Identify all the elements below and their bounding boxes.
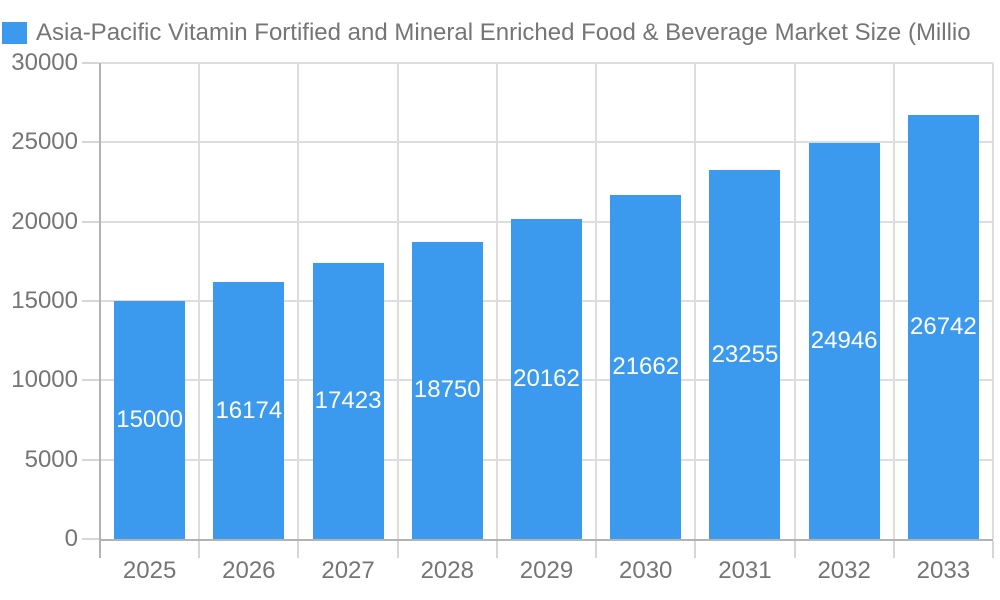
bar[interactable]: 26742 bbox=[907, 114, 979, 539]
y-axis-label: 5000 bbox=[24, 445, 78, 473]
y-tick bbox=[82, 141, 99, 144]
bar[interactable]: 23255 bbox=[709, 170, 781, 539]
y-tick bbox=[82, 300, 99, 302]
bar[interactable]: 21662 bbox=[610, 195, 682, 539]
x-axis-label: 2030 bbox=[619, 557, 673, 584]
x-gridline bbox=[495, 63, 498, 539]
x-tick bbox=[793, 541, 796, 558]
x-gridline bbox=[992, 63, 994, 539]
bar-value-label: 16174 bbox=[215, 396, 283, 424]
bar-value-label: 17423 bbox=[314, 386, 382, 414]
y-axis-label: 10000 bbox=[11, 366, 78, 394]
x-tick bbox=[892, 541, 895, 558]
x-axis-label: 2029 bbox=[519, 557, 574, 584]
chart-title: Asia-Pacific Vitamin Fortified and Miner… bbox=[36, 19, 971, 46]
x-gridline bbox=[595, 63, 598, 539]
y-axis-label: 30000 bbox=[11, 49, 78, 76]
x-axis-label: 2032 bbox=[817, 557, 871, 584]
bar[interactable]: 15000 bbox=[114, 301, 186, 539]
x-tick bbox=[595, 541, 598, 558]
x-axis-label: 2033 bbox=[916, 557, 971, 584]
bar[interactable]: 17423 bbox=[312, 262, 384, 539]
x-gridline bbox=[793, 63, 796, 539]
bar-value-label: 23255 bbox=[711, 340, 779, 368]
y-axis-label: 20000 bbox=[11, 207, 78, 235]
x-axis-label: 2026 bbox=[222, 557, 276, 584]
x-gridline bbox=[396, 63, 399, 539]
y-tick bbox=[82, 458, 99, 461]
bar[interactable]: 24946 bbox=[808, 143, 880, 539]
bar[interactable]: 16174 bbox=[213, 282, 285, 539]
y-tick bbox=[82, 538, 99, 540]
x-axis-label: 2028 bbox=[420, 557, 474, 584]
bar-value-label: 18750 bbox=[413, 376, 481, 404]
y-axis-label: 25000 bbox=[11, 128, 78, 156]
x-tick bbox=[992, 541, 994, 558]
y-gridline bbox=[100, 141, 993, 144]
x-axis-label: 2025 bbox=[122, 557, 177, 584]
x-tick bbox=[495, 541, 498, 558]
bar-value-label: 26742 bbox=[910, 312, 977, 340]
y-tick bbox=[82, 379, 99, 382]
bar[interactable]: 18750 bbox=[411, 241, 483, 539]
bar-value-label: 20162 bbox=[513, 365, 580, 393]
y-axis-label: 15000 bbox=[11, 287, 78, 314]
y-tick bbox=[82, 62, 99, 64]
bar-value-label: 24946 bbox=[810, 327, 878, 355]
x-gridline bbox=[297, 63, 300, 539]
y-axis-label: 0 bbox=[64, 525, 78, 552]
y-gridline bbox=[100, 62, 993, 64]
legend-swatch[interactable] bbox=[2, 22, 27, 44]
bar-value-label: 21662 bbox=[612, 353, 680, 381]
x-tick bbox=[198, 541, 201, 558]
bar-value-label: 15000 bbox=[116, 406, 183, 433]
x-axis-line bbox=[99, 539, 993, 541]
x-tick bbox=[694, 541, 697, 558]
y-axis-line bbox=[99, 63, 101, 558]
x-gridline bbox=[198, 63, 201, 539]
x-axis-label: 2027 bbox=[321, 557, 375, 584]
bar[interactable]: 20162 bbox=[511, 219, 582, 539]
y-tick bbox=[82, 220, 99, 223]
x-tick bbox=[396, 541, 399, 558]
x-tick bbox=[297, 541, 300, 558]
x-gridline bbox=[892, 63, 895, 539]
x-axis-label: 2031 bbox=[718, 557, 772, 584]
x-gridline bbox=[694, 63, 697, 539]
